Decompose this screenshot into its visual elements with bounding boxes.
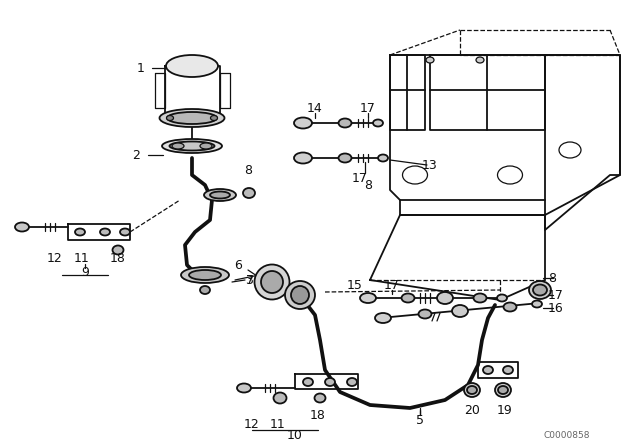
Ellipse shape	[261, 271, 283, 293]
Ellipse shape	[210, 191, 230, 198]
Text: 8: 8	[244, 164, 252, 177]
Ellipse shape	[529, 281, 551, 299]
Text: 17: 17	[548, 289, 564, 302]
Ellipse shape	[347, 378, 357, 386]
Ellipse shape	[166, 55, 218, 77]
Ellipse shape	[75, 228, 85, 236]
Ellipse shape	[159, 109, 225, 127]
Ellipse shape	[419, 310, 431, 319]
Ellipse shape	[532, 301, 542, 307]
Text: 15: 15	[347, 279, 363, 292]
Text: 11: 11	[270, 418, 286, 431]
Text: 17: 17	[384, 279, 400, 292]
Ellipse shape	[503, 366, 513, 374]
Ellipse shape	[166, 116, 173, 121]
Ellipse shape	[426, 57, 434, 63]
Text: 3: 3	[245, 273, 253, 287]
Text: 17: 17	[360, 102, 376, 115]
Ellipse shape	[172, 143, 184, 149]
Ellipse shape	[464, 383, 480, 397]
Text: 11: 11	[74, 251, 90, 264]
Ellipse shape	[474, 293, 486, 302]
Text: 6: 6	[234, 258, 242, 271]
Ellipse shape	[378, 155, 388, 161]
Text: 12: 12	[47, 251, 63, 264]
Ellipse shape	[294, 117, 312, 129]
Ellipse shape	[483, 366, 493, 374]
Ellipse shape	[498, 386, 508, 394]
Ellipse shape	[437, 292, 453, 304]
Ellipse shape	[303, 378, 313, 386]
Ellipse shape	[360, 293, 376, 303]
Ellipse shape	[113, 246, 124, 254]
Ellipse shape	[181, 267, 229, 283]
Ellipse shape	[314, 393, 326, 402]
Ellipse shape	[285, 281, 315, 309]
Ellipse shape	[167, 112, 217, 124]
Ellipse shape	[294, 152, 312, 164]
Ellipse shape	[273, 392, 287, 404]
Text: 7: 7	[246, 273, 254, 287]
Ellipse shape	[375, 313, 391, 323]
Ellipse shape	[339, 154, 351, 163]
Text: 17: 17	[352, 172, 368, 185]
Ellipse shape	[339, 119, 351, 128]
Ellipse shape	[204, 189, 236, 201]
Ellipse shape	[401, 293, 415, 302]
Ellipse shape	[162, 139, 222, 153]
Ellipse shape	[211, 116, 218, 121]
Ellipse shape	[100, 228, 110, 236]
Ellipse shape	[467, 386, 477, 394]
Ellipse shape	[504, 302, 516, 311]
Ellipse shape	[243, 188, 255, 198]
Ellipse shape	[255, 264, 289, 300]
Text: 9: 9	[81, 266, 89, 279]
Text: 20: 20	[464, 404, 480, 417]
Text: 10: 10	[287, 428, 303, 441]
Text: 4: 4	[260, 267, 268, 280]
Text: 8: 8	[364, 178, 372, 191]
Ellipse shape	[237, 383, 251, 392]
Text: C0000858: C0000858	[543, 431, 590, 439]
Ellipse shape	[15, 223, 29, 232]
Text: 13: 13	[422, 159, 438, 172]
Text: 12: 12	[244, 418, 260, 431]
Ellipse shape	[497, 294, 507, 302]
Ellipse shape	[325, 378, 335, 386]
Ellipse shape	[373, 120, 383, 126]
Text: 2: 2	[132, 148, 140, 161]
Text: 8: 8	[548, 271, 556, 284]
Ellipse shape	[200, 286, 210, 294]
Ellipse shape	[189, 270, 221, 280]
Text: 5: 5	[416, 414, 424, 426]
Ellipse shape	[291, 286, 309, 304]
Ellipse shape	[476, 57, 484, 63]
Text: 16: 16	[548, 302, 564, 314]
Text: 1: 1	[137, 61, 145, 74]
Text: 18: 18	[310, 409, 326, 422]
Ellipse shape	[200, 143, 212, 149]
Ellipse shape	[120, 228, 130, 236]
Ellipse shape	[170, 142, 214, 151]
Ellipse shape	[452, 305, 468, 317]
Ellipse shape	[495, 383, 511, 397]
Text: 14: 14	[307, 102, 323, 115]
Text: 18: 18	[110, 251, 126, 264]
Text: 19: 19	[497, 404, 513, 417]
Ellipse shape	[533, 284, 547, 296]
